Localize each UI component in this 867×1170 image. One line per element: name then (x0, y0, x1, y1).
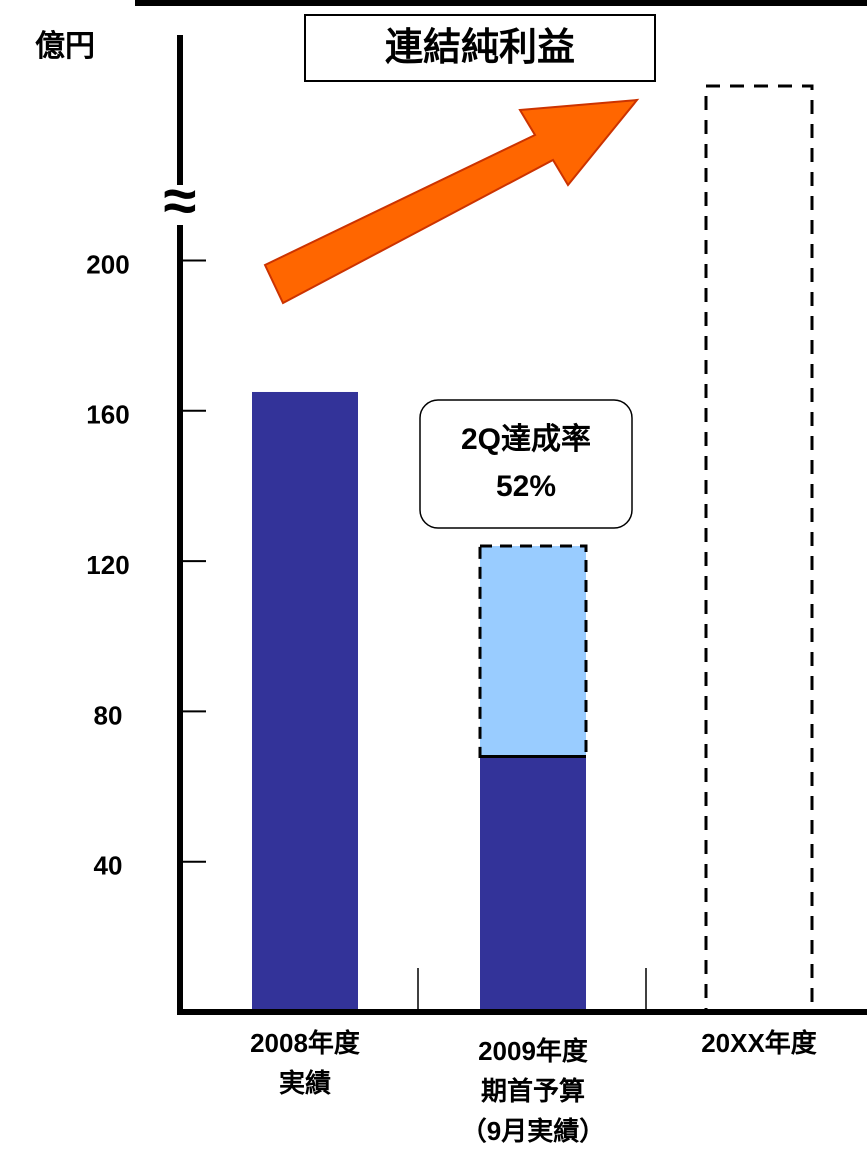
y-tick-label: 160 (86, 400, 129, 430)
y-tick-label: 40 (94, 851, 123, 881)
trend-arrow (263, 98, 640, 305)
x-tick-label: 2009年度 (478, 1036, 588, 1066)
bar (252, 391, 358, 1012)
x-tick-label: （9月実績） (461, 1116, 605, 1146)
x-tick-label: 実績 (279, 1068, 331, 1098)
y-tick-label: 200 (86, 249, 129, 279)
bar (480, 756, 586, 1012)
x-tick-label: 20XX年度 (701, 1028, 817, 1058)
callout-text: 52% (496, 470, 556, 503)
x-tick-label: 期首予算 (481, 1076, 585, 1106)
title-box (304, 14, 656, 82)
unit-label: 億円 (35, 30, 95, 63)
y-tick-label: 80 (94, 700, 123, 730)
bar (478, 544, 588, 758)
future-bar (704, 84, 814, 1014)
y-tick-label: 120 (86, 550, 129, 580)
callout-text: 2Q達成率 (461, 423, 591, 456)
chart-title: 連結純利益 (385, 27, 575, 69)
x-tick-label: 2008年度 (250, 1028, 360, 1058)
callout-box (419, 399, 633, 529)
